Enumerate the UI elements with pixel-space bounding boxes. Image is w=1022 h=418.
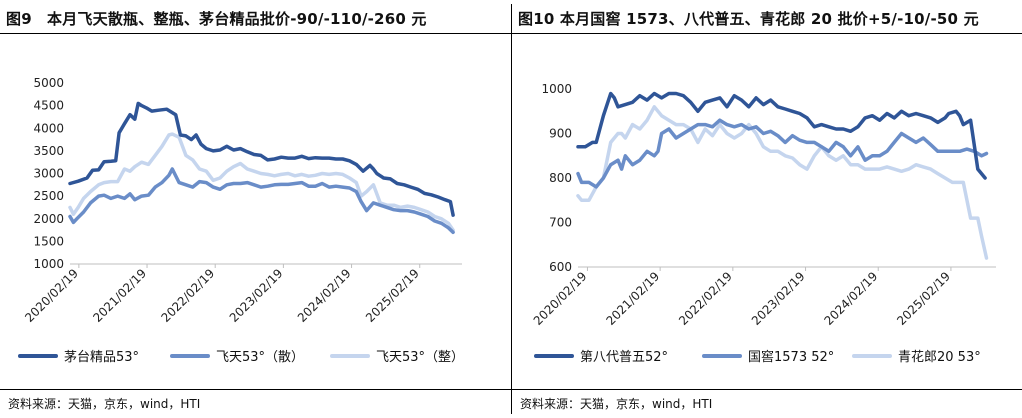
x-tick-label: 2024/02/19 <box>295 266 354 325</box>
y-tick-label: 3000 <box>33 167 64 181</box>
y-tick-label: 900 <box>549 127 572 141</box>
y-tick-label: 4000 <box>33 121 64 135</box>
y-tick-label: 4500 <box>33 99 64 113</box>
legend-swatch <box>18 353 58 358</box>
series-line-2 <box>68 167 455 235</box>
legend-swatch <box>702 353 742 358</box>
x-tick-label: 2020/02/19 <box>531 269 590 328</box>
legend-swatch <box>534 353 574 358</box>
x-tick-label: 2021/02/19 <box>603 269 662 328</box>
chart-panel-left: 图9 本月飞天散瓶、整瓶、茅台精品批价-90/-110/-260 元 1000 1… <box>0 10 511 411</box>
y-tick-label: 700 <box>549 216 572 230</box>
y-tick-label: 2000 <box>33 212 64 226</box>
legend-label: 茅台精品53° <box>64 350 140 365</box>
y-tick-label: 5000 <box>33 76 64 90</box>
legend-item: 飞天53°（散） <box>170 346 304 365</box>
x-tick-label: 2020/02/19 <box>22 266 81 325</box>
legend-item: 茅台精品53° <box>18 346 139 365</box>
series-line-3 <box>576 105 989 260</box>
y-tick-label: 600 <box>549 260 572 274</box>
panel-divider <box>511 4 512 414</box>
title-rule <box>0 33 511 34</box>
legend-swatch <box>852 353 892 358</box>
x-tick-label: 2021/02/19 <box>90 266 149 325</box>
source-rule <box>512 389 1022 390</box>
series-line-1 <box>576 91 987 180</box>
series-line-2 <box>576 118 989 189</box>
legend-label: 国窖1573 52° <box>748 350 835 365</box>
legend-label: 飞天53°（散） <box>216 350 305 365</box>
y-tick-label: 800 <box>549 171 572 185</box>
source-rule <box>0 389 511 390</box>
legend-swatch <box>170 353 210 358</box>
line-chart-left: 1000 1500 2000 2500 3000 3500 4000 4500 5000 2020… <box>22 76 462 325</box>
x-tick-label: 2024/02/19 <box>822 269 881 328</box>
legend-label: 飞天53°（整） <box>376 350 465 365</box>
legend-swatch <box>330 353 370 358</box>
legend-item: 飞天53°（整） <box>330 346 464 365</box>
chart-title: 图10 本月国窖 1573、八代普五、青花郎 20 批价+5/-10/-50 元 <box>518 10 979 28</box>
x-tick-label: 2025/02/19 <box>894 269 953 328</box>
legend-item: 第八代普五52° <box>534 346 668 365</box>
x-tick-label: 2023/02/19 <box>227 266 286 325</box>
chart-title: 图9 本月飞天散瓶、整瓶、茅台精品批价-90/-110/-260 元 <box>6 10 427 28</box>
y-tick-label: 3500 <box>33 144 64 158</box>
y-tick-label: 1500 <box>33 234 64 248</box>
source-note: 资料来源：天猫，京东，wind，HTI <box>520 397 713 411</box>
y-tick-label: 1000 <box>33 257 64 271</box>
x-tick-label: 2022/02/19 <box>676 269 735 328</box>
chart-panel-right: 图10 本月国窖 1573、八代普五、青花郎 20 批价+5/-10/-50 元… <box>512 0 1022 418</box>
series-line-1 <box>68 101 455 217</box>
y-tick-label: 2500 <box>33 189 64 203</box>
title-rule <box>512 33 1022 34</box>
source-note: 资料来源：天猫，京东，wind，HTI <box>8 397 201 411</box>
legend-label: 青花郎20 53° <box>898 350 981 365</box>
line-chart-right: 600 700 800 900 1000 2020/02/19 2021/02/19 2022… <box>531 82 996 328</box>
y-tick-label: 1000 <box>541 82 572 96</box>
x-tick-label: 2023/02/19 <box>749 269 808 328</box>
x-tick-label: 2025/02/19 <box>363 266 422 325</box>
legend-item: 青花郎20 53° <box>852 346 981 365</box>
legend-item: 国窖1573 52° <box>702 346 834 365</box>
series-line-3 <box>68 132 455 232</box>
legend-label: 第八代普五52° <box>580 350 669 365</box>
x-tick-label: 2022/02/19 <box>159 266 218 325</box>
